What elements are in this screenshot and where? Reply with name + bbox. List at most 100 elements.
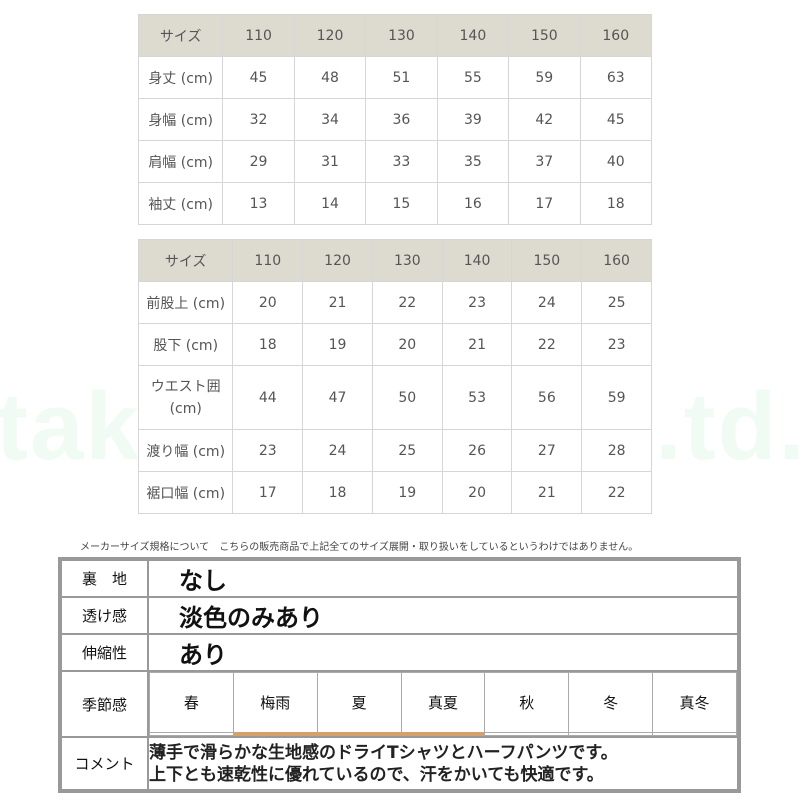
table-cell: 15: [365, 182, 438, 225]
tops-size-table: サイズ 110 120 130 140 150 160 身丈 (cm) 45 48 51 55 59 63…: [137, 14, 653, 225]
season-indicator: [484, 732, 570, 736]
header-label: サイズ: [137, 239, 234, 282]
season-name: 真冬: [652, 671, 737, 734]
table-cell: 24: [302, 429, 373, 472]
sheerness-row: 透け感 淡色のみあり: [60, 596, 739, 635]
row-label: 前股上 (cm): [137, 281, 234, 324]
header-row: サイズ 110 120 130 140 150 160: [137, 14, 653, 57]
size-header: 120: [302, 239, 373, 282]
table-row: 股下 (cm) 18 19 20 21 22 23: [137, 323, 652, 366]
row-label: ウエスト囲 (cm): [137, 365, 234, 430]
size-header: 130: [365, 14, 438, 57]
table-cell: 26: [441, 429, 513, 472]
table-cell: 22: [511, 323, 583, 366]
size-header: 140: [441, 239, 513, 282]
watermark: tak: [0, 373, 141, 480]
table-cell: 18: [232, 323, 304, 366]
table-cell: 28: [581, 429, 652, 472]
table-cell: 13: [222, 182, 295, 225]
lining-row: 裏 地 なし: [60, 559, 739, 598]
table-cell: 27: [511, 429, 583, 472]
table-cell: 39: [436, 98, 510, 141]
table-row: 身丈 (cm) 45 48 51 55 59 63: [137, 56, 653, 99]
row-label: 肩幅 (cm): [137, 140, 224, 183]
season-indicator: [316, 732, 402, 736]
table-cell: 47: [302, 365, 373, 430]
table-cell: 36: [365, 98, 438, 141]
table-cell: 20: [371, 323, 443, 366]
table-cell: 23: [581, 323, 652, 366]
comment-row: コメント 薄手で滑らかな生地感のドライTシャツとハーフパンツです。 上下とも速乾…: [60, 736, 739, 791]
table-cell: 35: [436, 140, 510, 183]
table-cell: 48: [293, 56, 367, 99]
table-cell: 16: [436, 182, 510, 225]
size-note: メーカーサイズ規格について こちらの販売商品で上記全てのサイズ展開・取り扱いをし…: [80, 542, 639, 553]
table-cell: 23: [441, 281, 513, 324]
season-name: 秋: [484, 671, 570, 734]
row-label: 身丈 (cm): [137, 56, 224, 99]
bottoms-size-table: サイズ 110 120 130 140 150 160 前股上 (cm) 20 21 22 23 24 2…: [137, 239, 652, 514]
table-cell: 14: [293, 182, 367, 225]
table-row: 渡り幅 (cm) 23 24 25 26 27 28: [137, 429, 652, 472]
lining-value: なし: [147, 559, 739, 598]
table-cell: 56: [511, 365, 583, 430]
table-cell: 59: [581, 365, 652, 430]
stretch-row: 伸縮性 あり: [60, 633, 739, 672]
size-header: 120: [293, 14, 367, 57]
table-cell: 51: [365, 56, 438, 99]
table-cell: 31: [293, 140, 367, 183]
table-cell: 40: [579, 140, 653, 183]
season-name: 梅雨: [232, 671, 318, 734]
season-grid: 春梅雨夏真夏秋冬真冬: [149, 671, 737, 736]
header-label: サイズ: [137, 14, 224, 57]
table-cell: 34: [293, 98, 367, 141]
row-label: 袖丈 (cm): [137, 182, 224, 225]
row-label: 裾口幅 (cm): [137, 471, 234, 514]
size-header: 160: [581, 239, 652, 282]
size-header: 150: [508, 14, 581, 57]
table-cell: 23: [232, 429, 304, 472]
stretch-label: 伸縮性: [60, 633, 149, 672]
size-header: 150: [511, 239, 583, 282]
season-row: 季節感 春梅雨夏真夏秋冬真冬: [60, 670, 739, 738]
table-cell: 22: [371, 281, 443, 324]
table-row: 裾口幅 (cm) 17 18 19 20 21 22: [137, 471, 652, 514]
table-cell: 33: [365, 140, 438, 183]
season-name: 冬: [568, 671, 654, 734]
table-cell: 63: [579, 56, 653, 99]
comment-line: 薄手で滑らかな生地感のドライTシャツとハーフパンツです。: [149, 742, 618, 763]
table-cell: 42: [508, 98, 581, 141]
table-cell: 45: [222, 56, 295, 99]
table-cell: 25: [371, 429, 443, 472]
size-header: 110: [222, 14, 295, 57]
table-cell: 53: [441, 365, 513, 430]
table-row: 身幅 (cm) 32 34 36 39 42 45: [137, 98, 653, 141]
season-name: 真夏: [400, 671, 486, 734]
table-cell: 21: [511, 471, 583, 514]
stretch-value: あり: [147, 633, 739, 672]
size-header: 110: [232, 239, 304, 282]
table-cell: 20: [441, 471, 513, 514]
table-cell: 17: [232, 471, 304, 514]
table-cell: 21: [302, 281, 373, 324]
table-row: 前股上 (cm) 20 21 22 23 24 25: [137, 281, 652, 324]
season-name: 夏: [316, 671, 402, 734]
table-cell: 37: [508, 140, 581, 183]
table-cell: 32: [222, 98, 295, 141]
table-cell: 20: [232, 281, 304, 324]
table-cell: 55: [436, 56, 510, 99]
sheerness-label: 透け感: [60, 596, 149, 635]
table-cell: 21: [441, 323, 513, 366]
table-cell: 29: [222, 140, 295, 183]
table-cell: 25: [581, 281, 652, 324]
season-indicator: [568, 732, 654, 736]
size-header: 160: [579, 14, 653, 57]
table-cell: 24: [511, 281, 583, 324]
table-cell: 59: [508, 56, 581, 99]
table-cell: 19: [371, 471, 443, 514]
table-cell: 17: [508, 182, 581, 225]
table-cell: 18: [579, 182, 653, 225]
row-label: 身幅 (cm): [137, 98, 224, 141]
size-header: 130: [371, 239, 443, 282]
table-cell: 18: [302, 471, 373, 514]
